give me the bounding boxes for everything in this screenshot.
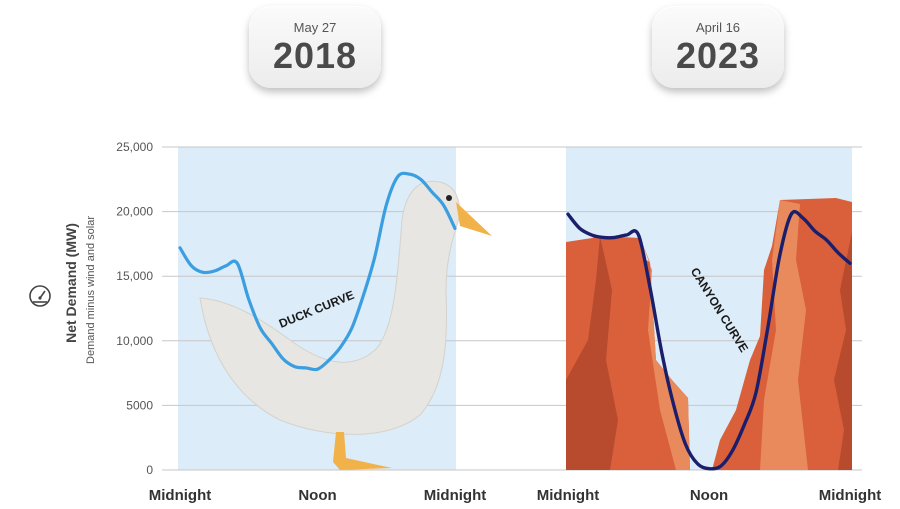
canyon-left-highlight <box>640 238 690 470</box>
badge-year: 2018 <box>272 35 358 76</box>
badge-date: May 27 <box>293 20 337 35</box>
duck-foot <box>333 432 392 470</box>
y-axis-sublabel: Demand minus wind and solar <box>85 216 97 364</box>
canyon-illustration <box>566 198 852 470</box>
canyon-right-highlight <box>760 200 808 470</box>
y-tick-label: 10,000 <box>116 334 153 348</box>
date-badge-2023: April 16 2023 <box>652 6 784 88</box>
y-tick-label: 15,000 <box>116 269 153 283</box>
y-tick-label: 5000 <box>126 398 153 412</box>
duck-eye <box>446 195 452 201</box>
y-tick-labels: 0 5000 10,000 15,000 20,000 25,000 <box>116 140 153 477</box>
x-tick-label: Midnight <box>424 487 486 504</box>
y-tick-label: 20,000 <box>116 205 153 219</box>
x-tick-label: Midnight <box>537 487 599 504</box>
x-tick-label: Midnight <box>819 487 881 504</box>
badge-date: April 16 <box>695 20 741 35</box>
canyon-left-shadow <box>566 236 618 470</box>
x-tick-labels: Midnight Noon Midnight Midnight Noon Midnight <box>149 487 881 504</box>
x-tick-label: Noon <box>298 487 336 504</box>
x-tick-label: Noon <box>690 487 728 504</box>
y-tick-label: 0 <box>146 463 153 477</box>
canyon-right-shadow <box>834 232 852 470</box>
canyon-curve-line <box>566 209 852 471</box>
badge-year: 2023 <box>675 35 761 76</box>
date-badge-2018: May 27 2018 <box>249 6 381 88</box>
y-tick-label: 25,000 <box>116 140 153 154</box>
x-tick-label: Midnight <box>149 487 211 504</box>
gauge-icon <box>29 285 51 307</box>
duck-illustration <box>199 180 492 470</box>
y-axis-label: Net Demand (MW) <box>63 223 79 343</box>
duck-beak <box>456 202 492 236</box>
duck-curve-line <box>178 171 457 372</box>
